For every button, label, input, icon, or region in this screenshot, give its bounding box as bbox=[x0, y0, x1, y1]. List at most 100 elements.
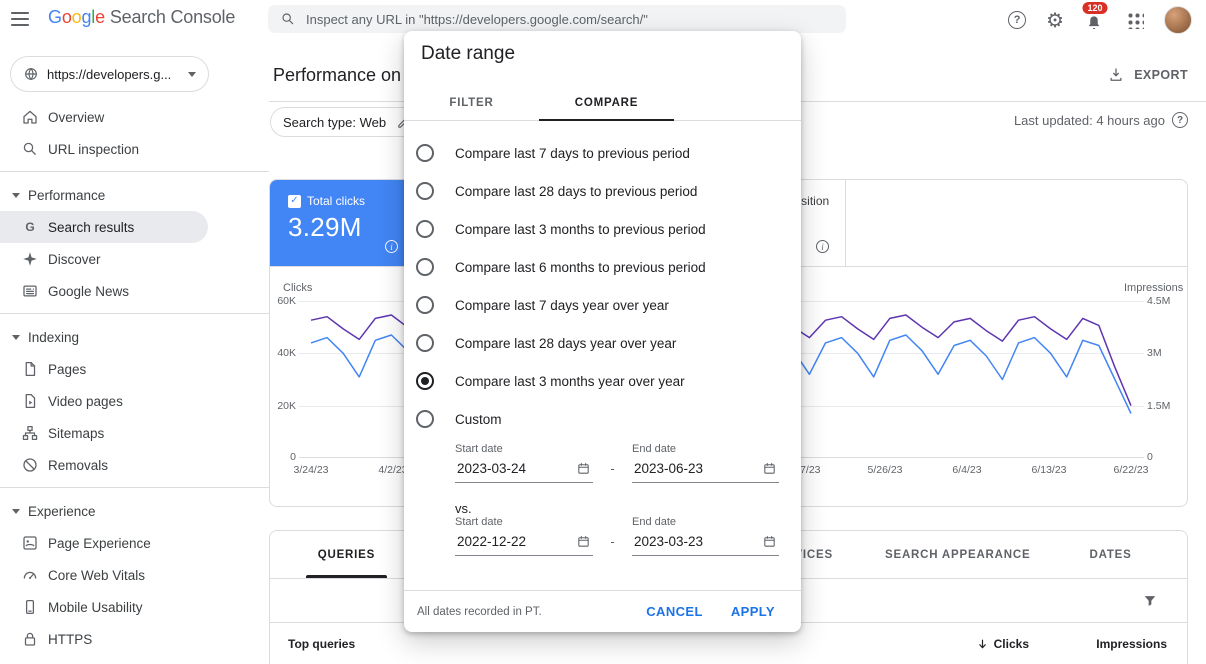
sidebar-item-core-web-vitals[interactable]: Core Web Vitals bbox=[0, 559, 269, 591]
tab-search-appearance[interactable]: SEARCH APPEARANCE bbox=[885, 548, 1031, 561]
search-icon bbox=[280, 11, 296, 27]
apps-grid-icon[interactable] bbox=[1126, 11, 1144, 29]
svg-text:G: G bbox=[25, 220, 34, 234]
y-tick-label: 3M bbox=[1147, 347, 1162, 359]
video-page-icon bbox=[21, 392, 39, 410]
radio-icon bbox=[416, 334, 434, 352]
sidebar-item-discover[interactable]: Discover bbox=[0, 243, 269, 275]
search-placeholder: Inspect any URL in "https://developers.g… bbox=[306, 11, 648, 27]
left-axis-title: Clicks bbox=[283, 282, 313, 294]
help-icon[interactable] bbox=[1008, 11, 1027, 29]
apply-button[interactable]: APPLY bbox=[721, 597, 785, 626]
cancel-button[interactable]: CANCEL bbox=[636, 597, 713, 626]
menu-icon[interactable] bbox=[11, 12, 29, 26]
sidebar-item-removals[interactable]: Removals bbox=[0, 449, 269, 481]
google-logo: Google bbox=[48, 7, 105, 27]
speedometer-icon bbox=[21, 566, 39, 584]
radio-option-3-months-yoy[interactable]: Compare last 3 months year over year bbox=[404, 362, 801, 400]
search-type-chip[interactable]: Search type: Web bbox=[270, 107, 425, 137]
radio-option-28-days[interactable]: Compare last 28 days to previous period bbox=[404, 172, 801, 210]
sidebar-item-pages[interactable]: Pages bbox=[0, 353, 269, 385]
x-tick-label: 6/22/23 bbox=[1113, 464, 1149, 476]
calendar-icon[interactable] bbox=[762, 534, 777, 549]
radio-icon bbox=[416, 182, 434, 200]
sidebar-item-video-pages[interactable]: Video pages bbox=[0, 385, 269, 417]
divider bbox=[404, 590, 801, 591]
y-tick-label: 4.5M bbox=[1147, 295, 1171, 307]
sidebar-item-https[interactable]: HTTPS bbox=[0, 623, 269, 655]
notifications-button[interactable]: 120 bbox=[1082, 2, 1108, 32]
radio-option-7-days[interactable]: Compare last 7 days to previous period bbox=[404, 134, 801, 172]
range2-start-date-input[interactable]: 2022-12-22 bbox=[455, 530, 593, 556]
url-inspect-searchbox[interactable]: Inspect any URL in "https://developers.g… bbox=[268, 5, 846, 33]
right-axis-title: Impressions bbox=[1124, 282, 1184, 294]
tab-queries[interactable]: QUERIES bbox=[270, 531, 423, 578]
block-icon bbox=[21, 456, 39, 474]
info-icon[interactable] bbox=[385, 240, 398, 253]
magnifier-icon bbox=[21, 140, 39, 158]
app-logo[interactable]: Google Search Console bbox=[48, 7, 235, 28]
tab-dates[interactable]: DATES bbox=[1089, 548, 1132, 561]
filter-icon[interactable] bbox=[1141, 592, 1159, 610]
sidebar-item-mobile-usability[interactable]: Mobile Usability bbox=[0, 591, 269, 623]
total-clicks-card[interactable]: Total clicks 3.29M bbox=[270, 180, 414, 266]
last-updated: Last updated: 4 hours ago bbox=[1014, 112, 1188, 128]
newspaper-icon bbox=[21, 282, 39, 300]
radio-option-28-days-yoy[interactable]: Compare last 28 days year over year bbox=[404, 324, 801, 362]
top-bar-actions: ⚙ 120 bbox=[1008, 0, 1192, 40]
globe-icon bbox=[23, 66, 39, 82]
lock-icon bbox=[21, 630, 39, 648]
info-icon[interactable] bbox=[816, 240, 829, 253]
collapse-caret-icon bbox=[12, 334, 20, 340]
calendar-icon[interactable] bbox=[576, 534, 591, 549]
metric-value: 3.29M bbox=[288, 212, 362, 242]
radio-icon bbox=[416, 372, 434, 390]
export-button[interactable]: EXPORT bbox=[1107, 66, 1188, 84]
mobile-phone-icon bbox=[21, 598, 39, 616]
calendar-icon[interactable] bbox=[762, 461, 777, 476]
document-icon bbox=[21, 360, 39, 378]
sidebar-item-google-news[interactable]: Google News bbox=[0, 275, 269, 307]
sitemap-icon bbox=[21, 424, 39, 442]
sidebar-item-url-inspection[interactable]: URL inspection bbox=[0, 133, 269, 165]
dialog-title: Date range bbox=[421, 43, 516, 64]
column-header-clicks[interactable]: Clicks bbox=[976, 637, 1029, 651]
radio-icon bbox=[416, 220, 434, 238]
range1-end-date-input[interactable]: 2023-06-23 bbox=[632, 457, 779, 483]
radio-option-7-days-yoy[interactable]: Compare last 7 days year over year bbox=[404, 286, 801, 324]
x-tick-label: 4/2/23 bbox=[378, 464, 408, 476]
sidebar-section-indexing[interactable]: Indexing bbox=[0, 321, 269, 353]
avatar[interactable] bbox=[1164, 6, 1192, 34]
checkbox-checked-icon[interactable] bbox=[288, 194, 301, 208]
sidebar-item-sitemaps[interactable]: Sitemaps bbox=[0, 417, 269, 449]
sidebar-item-search-results[interactable]: G Search results bbox=[0, 211, 208, 243]
y-tick-label: 20K bbox=[277, 400, 296, 412]
tab-compare[interactable]: COMPARE bbox=[539, 86, 674, 121]
range2-end-date-input[interactable]: 2023-03-23 bbox=[632, 530, 779, 556]
y-tick-label: 1.5M bbox=[1147, 400, 1171, 412]
timezone-note: All dates recorded in PT. bbox=[417, 605, 542, 618]
range1-start-date-input[interactable]: 2023-03-24 bbox=[455, 457, 593, 483]
divider bbox=[0, 171, 269, 172]
sidebar-item-page-experience[interactable]: Page Experience bbox=[0, 527, 269, 559]
sidebar-section-performance[interactable]: Performance bbox=[0, 179, 269, 211]
settings-gear-icon[interactable]: ⚙ bbox=[1046, 8, 1064, 32]
radio-icon bbox=[416, 410, 434, 428]
range-separator: - bbox=[610, 461, 615, 476]
column-header-impressions[interactable]: Impressions bbox=[1096, 637, 1167, 651]
tab-filter[interactable]: FILTER bbox=[449, 97, 494, 109]
help-icon[interactable] bbox=[1172, 112, 1188, 128]
x-tick-label: 6/13/23 bbox=[1031, 464, 1067, 476]
property-selector[interactable]: https://developers.g... bbox=[10, 56, 209, 92]
radio-option-6-months[interactable]: Compare last 6 months to previous period bbox=[404, 248, 801, 286]
download-icon bbox=[1107, 66, 1125, 84]
radio-icon bbox=[416, 296, 434, 314]
sidebar-item-overview[interactable]: Overview bbox=[0, 101, 269, 133]
sidebar-section-experience[interactable]: Experience bbox=[0, 495, 269, 527]
radio-option-custom[interactable]: Custom bbox=[404, 400, 801, 438]
radio-option-3-months[interactable]: Compare last 3 months to previous period bbox=[404, 210, 801, 248]
y-tick-label: 60K bbox=[277, 295, 296, 307]
page-experience-icon bbox=[21, 534, 39, 552]
calendar-icon[interactable] bbox=[576, 461, 591, 476]
x-tick-label: 6/4/23 bbox=[952, 464, 982, 476]
